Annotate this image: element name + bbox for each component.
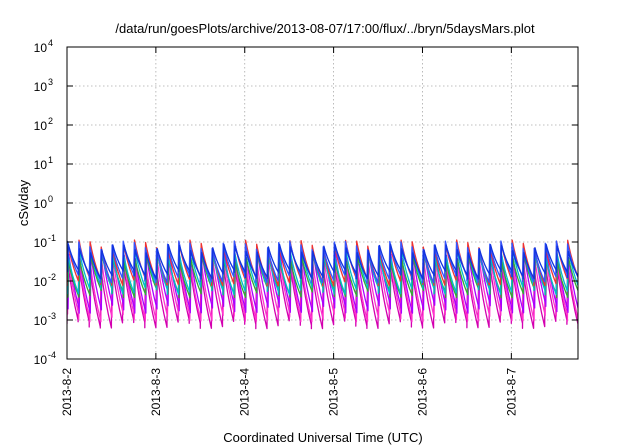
series-line: [67, 243, 578, 280]
y-tick-label: 10 -1: [34, 233, 56, 250]
y-tick-label: 10 -4: [34, 350, 56, 367]
x-tick-label: 2013-8-5: [327, 368, 341, 416]
y-tick-base: 10: [34, 197, 48, 211]
y-tick-base: 10: [34, 158, 48, 172]
series-line: [67, 246, 578, 296]
y-tick-exponent: -1: [48, 233, 56, 243]
x-tick-labels: 2013-8-2 2013-8-3 2013-8-4 2013-8-5 2013-8-6…: [60, 368, 518, 416]
y-tick-exponent: 3: [48, 77, 53, 87]
y-tick-label: 10 0: [34, 194, 53, 211]
y-tick-base: 10: [34, 314, 48, 328]
y-tick-exponent: 4: [48, 38, 53, 48]
series-line: [67, 255, 578, 323]
y-tick-exponent: 1: [48, 155, 53, 165]
y-tick-exponent: -4: [48, 350, 56, 360]
y-tick-base: 10: [34, 80, 48, 94]
y-tick-exponent: 2: [48, 116, 53, 126]
y-tick-label: 10 -3: [34, 311, 56, 328]
y-tick-base: 10: [34, 353, 48, 367]
y-tick-exponent: -2: [48, 272, 56, 282]
x-axis-label: Coordinated Universal Time (UTC): [223, 430, 422, 445]
x-tick-label: 2013-8-6: [415, 368, 429, 416]
y-tick-label: 10 4: [34, 38, 53, 55]
y-tick-base: 10: [34, 236, 48, 250]
y-tick-base: 10: [34, 119, 48, 133]
x-tick-label: 2013-8-2: [60, 368, 74, 416]
series-layer: [67, 239, 578, 330]
x-tick-label: 2013-8-4: [238, 368, 252, 416]
chart-title: /data/run/goesPlots/archive/2013-08-07/1…: [115, 21, 535, 36]
series-line: [67, 261, 578, 330]
y-tick-label: 10 1: [34, 155, 53, 172]
x-tick-label: 2013-8-7: [504, 368, 518, 416]
y-tick-exponent: 0: [48, 194, 53, 204]
y-tick-base: 10: [34, 275, 48, 289]
x-tick-label: 2013-8-3: [149, 368, 163, 416]
y-tick-label: 10 -2: [34, 272, 56, 289]
series-line: [67, 240, 578, 284]
y-tick-base: 10: [34, 41, 48, 55]
y-tick-exponent: -3: [48, 311, 56, 321]
y-tick-label: 10 3: [34, 77, 53, 94]
y-axis-label: cSv/day: [16, 179, 31, 226]
y-tick-label: 10 2: [34, 116, 53, 133]
tick-layer: [66, 46, 578, 360]
